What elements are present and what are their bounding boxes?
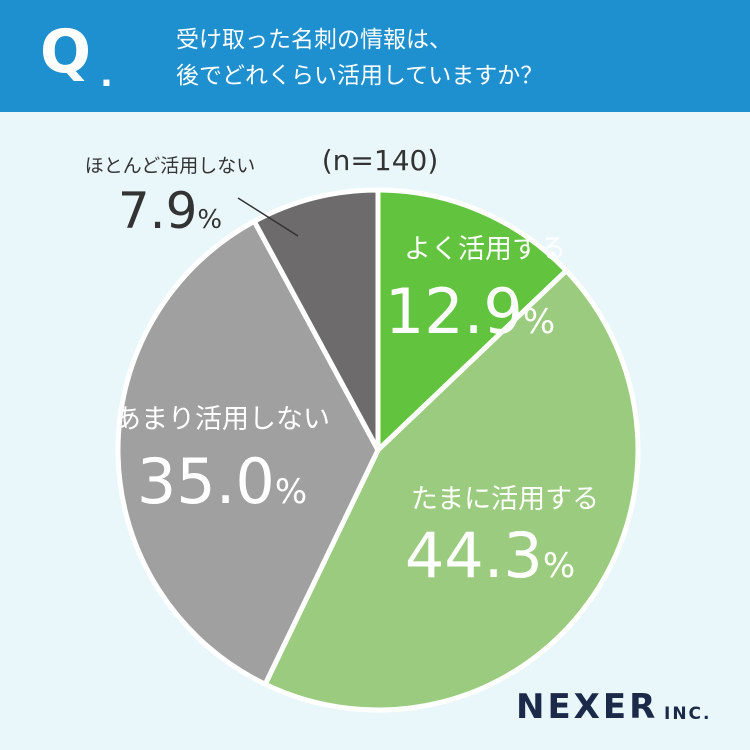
slice-value-number-often: 12.9 (385, 275, 523, 348)
slice-label-seldom: あまり活用しない (114, 404, 330, 435)
slice-value-rarely: 7.9% (118, 182, 222, 240)
question-line-2: 後でどれくらい活用していますか？ (176, 63, 544, 89)
question-line-1: 受け取った名刺の情報は、 (176, 27, 452, 53)
slice-value-often: 12.9% (385, 275, 555, 348)
slice-value-number-rarely: 7.9 (118, 182, 198, 240)
slice-label-sometimes: たまに活用する (411, 484, 599, 515)
slice-often (375, 187, 569, 453)
slice-value-unit-sometimes: % (543, 546, 575, 586)
brand-logo-inc: INC. (664, 704, 712, 724)
slice-rarely (251, 187, 381, 453)
slice-value-unit-often: % (523, 302, 555, 342)
slice-value-sometimes: 44.3% (405, 519, 575, 592)
question-header: Q . 受け取った名刺の情報は、 後でどれくらい活用していますか？ (0, 0, 750, 112)
leader-line-rarely (237, 197, 299, 237)
slice-seldom (115, 218, 381, 687)
slice-value-seldom: 35.0% (137, 445, 307, 518)
sample-size-note: (n=140) (322, 144, 439, 177)
question-mark-dot: . (100, 55, 113, 95)
question-mark-q: Q (40, 17, 92, 87)
slice-value-unit-rarely: % (197, 205, 222, 235)
slice-sometimes (262, 268, 641, 713)
slice-label-rarely: ほとんど活用しない (85, 155, 255, 177)
slice-label-often: よく活用する (404, 234, 566, 265)
brand-logo-nexer: NEXER (516, 687, 659, 727)
slice-value-number-seldom: 35.0 (137, 445, 275, 518)
slice-value-number-sometimes: 44.3 (405, 519, 543, 592)
question-text: 受け取った名刺の情報は、 後でどれくらい活用していますか？ (176, 22, 543, 94)
slice-value-unit-seldom: % (275, 472, 307, 512)
